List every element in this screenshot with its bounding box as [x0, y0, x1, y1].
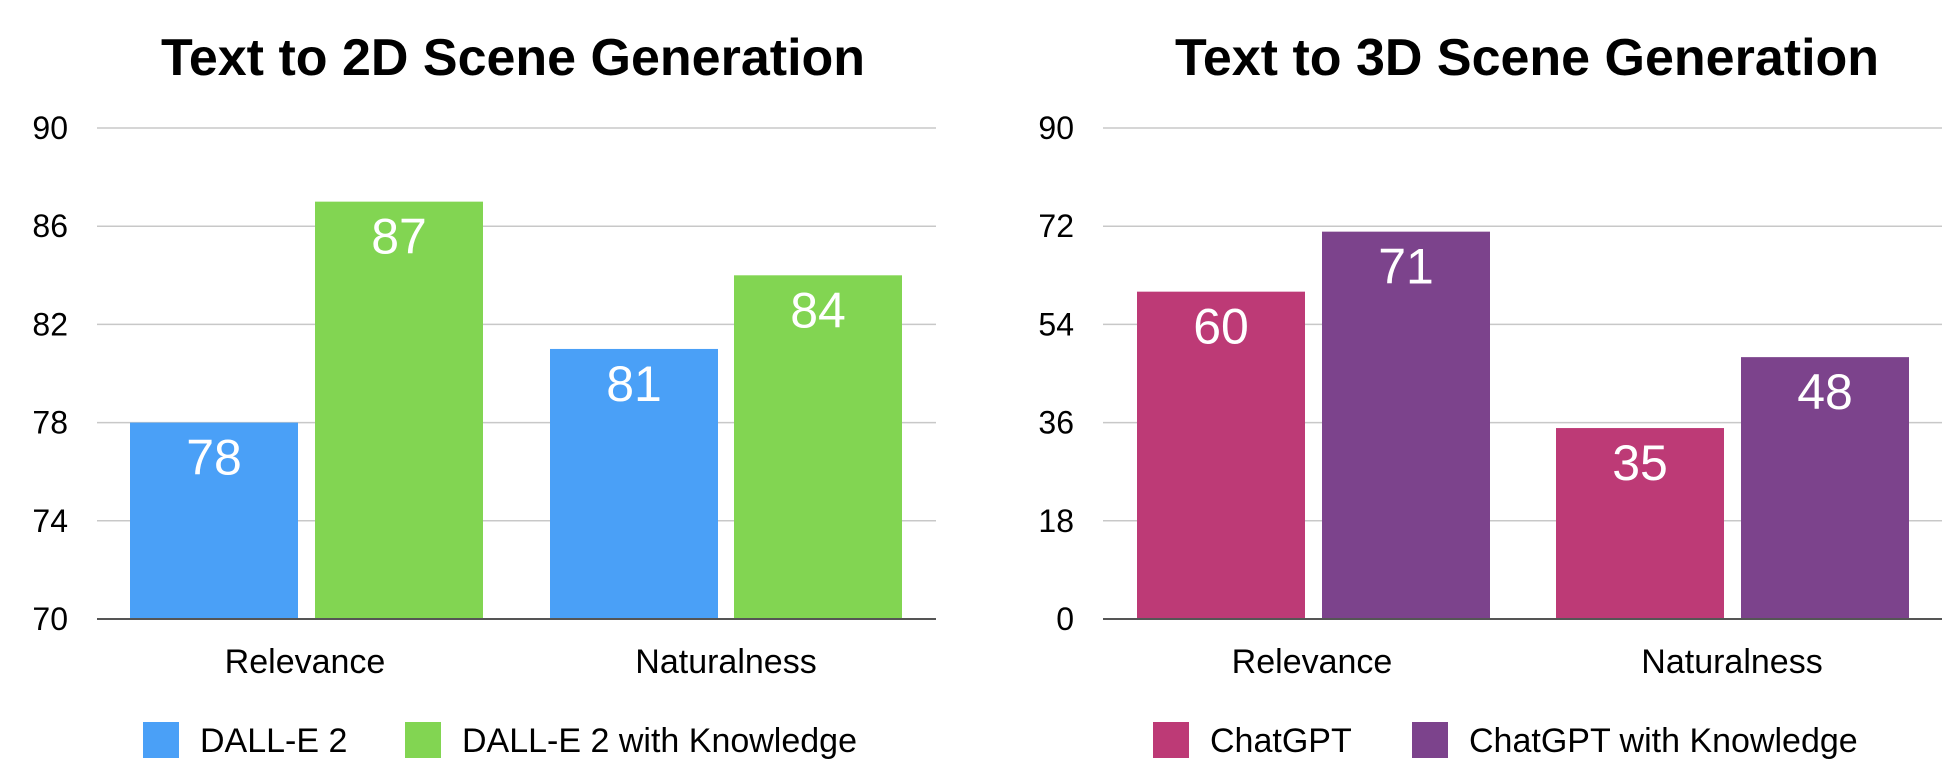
- x-category-label: Naturalness: [635, 643, 816, 681]
- y-tick-label: 36: [1038, 405, 1074, 441]
- y-tick-label: 86: [32, 208, 68, 244]
- bar: [1322, 231, 1490, 619]
- y-tick-label: 72: [1038, 208, 1074, 244]
- legend-label: DALL-E 2 with Knowledge: [462, 722, 857, 760]
- bar: [1556, 428, 1724, 619]
- y-tick-label: 74: [32, 503, 68, 539]
- legend-swatch: [143, 722, 179, 758]
- y-tick-label: 70: [32, 601, 68, 637]
- x-category-label: Naturalness: [1641, 643, 1822, 681]
- bar-data-label: 87: [371, 209, 427, 265]
- bar-data-label: 60: [1193, 299, 1249, 355]
- legend-swatch: [1153, 722, 1189, 758]
- y-tick-label: 78: [32, 405, 68, 441]
- bar: [1741, 357, 1909, 619]
- y-tick-label: 18: [1038, 503, 1074, 539]
- x-category-label: Relevance: [1232, 643, 1393, 681]
- bar-data-label: 71: [1378, 239, 1434, 295]
- bar-data-label: 35: [1612, 435, 1668, 491]
- chart-title: Text to 2D Scene Generation: [161, 29, 865, 87]
- bar: [315, 201, 483, 619]
- bar: [734, 275, 902, 619]
- y-tick-label: 82: [32, 306, 68, 342]
- chart-1: Text to 2D Scene Generation 90 86 82 78 74 70 7…: [32, 29, 936, 760]
- bar: [550, 348, 718, 619]
- x-category-label: Relevance: [225, 643, 386, 681]
- y-tick-label: 90: [32, 110, 68, 146]
- chart-title: Text to 3D Scene Generation: [1175, 29, 1879, 87]
- legend-swatch: [405, 722, 441, 758]
- bar-data-label: 84: [790, 282, 846, 338]
- y-tick-label: 90: [1038, 110, 1074, 146]
- bar-data-label: 81: [606, 356, 662, 412]
- legend-label: ChatGPT with Knowledge: [1469, 722, 1858, 760]
- bar-data-label: 48: [1797, 364, 1853, 420]
- legend-label: ChatGPT: [1210, 722, 1352, 760]
- legend-swatch: [1412, 722, 1448, 758]
- bar: [130, 422, 298, 619]
- legend-label: DALL-E 2: [200, 722, 347, 760]
- bar-data-label: 78: [186, 430, 242, 486]
- y-tick-label: 54: [1038, 306, 1074, 342]
- chart-2: Text to 3D Scene Generation 90 72 54 36 18 0 60…: [1038, 29, 1942, 760]
- bar: [1137, 291, 1305, 619]
- y-tick-label: 0: [1056, 601, 1074, 637]
